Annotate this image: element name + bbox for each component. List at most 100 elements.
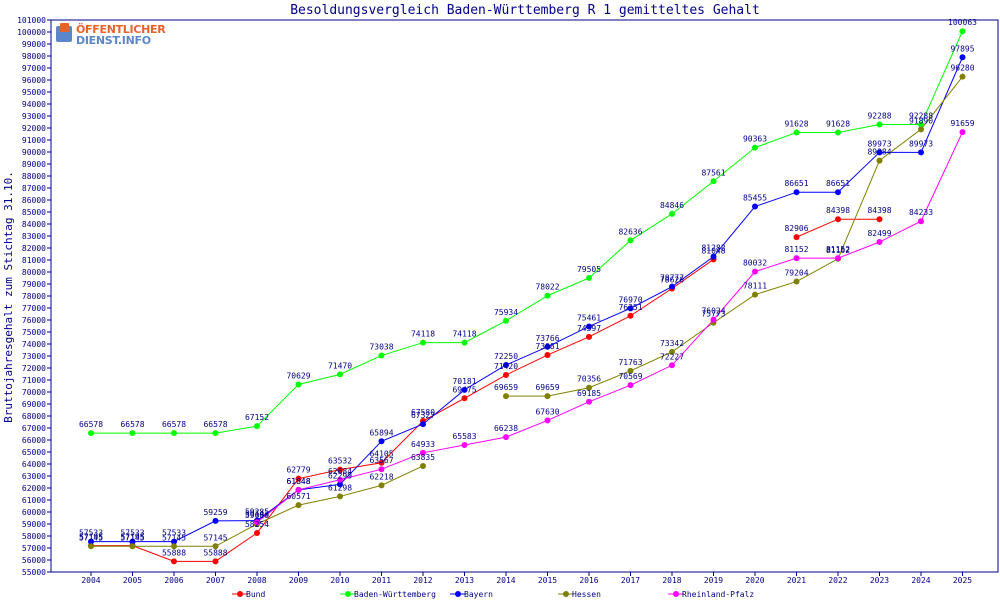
data-point (295, 502, 302, 509)
data-label: 65894 (369, 428, 393, 437)
data-point (669, 283, 675, 290)
x-tick-label: 2023 (870, 576, 889, 585)
y-tick-label: 68000 (22, 412, 46, 421)
data-point (378, 438, 385, 445)
data-label: 57195 (120, 533, 144, 542)
data-label: 58254 (245, 520, 269, 529)
x-axis-ticks: 2004 2005 2006 2007 2008 2009 2010 2011 2012 2013… (81, 572, 972, 585)
data-point (212, 517, 219, 524)
data-label: 57195 (79, 533, 103, 542)
data-label: 70569 (618, 372, 642, 381)
data-point (669, 348, 675, 355)
data-label: 81152 (784, 245, 808, 254)
y-tick-label: 92000 (22, 124, 46, 133)
data-label: 57533 (162, 529, 186, 538)
data-point (793, 278, 800, 285)
data-point (420, 462, 426, 469)
data-label: 66578 (162, 420, 186, 429)
data-point (420, 449, 426, 456)
y-axis-label: Bruttojahresgehalt zum Stichtag 31.10. (2, 171, 15, 423)
data-label: 74118 (411, 330, 435, 339)
data-point (544, 292, 551, 299)
data-point (295, 381, 302, 388)
data-point (503, 434, 509, 441)
data-label: 57145 (120, 533, 144, 542)
data-point (461, 442, 468, 449)
data-point (835, 255, 841, 262)
y-tick-label: 60000 (22, 508, 46, 517)
data-label: 81282 (701, 244, 725, 253)
y-tick-label: 82000 (22, 244, 46, 253)
series-line (256, 131, 963, 523)
x-tick-label: 2012 (413, 576, 432, 585)
data-label: 61848 (286, 477, 310, 486)
y-tick-label: 78000 (22, 292, 46, 301)
y-axis-ticks: 55000 56000 57000 58000 59000 60000 61000 62000… (17, 16, 51, 577)
data-point (876, 216, 883, 223)
data-label: 76351 (618, 303, 642, 312)
legend-label: Bayern (464, 590, 493, 599)
chart-title: Besoldungsvergleich Baden-Württemberg R … (290, 3, 760, 18)
series-lines (91, 31, 963, 562)
data-label: 75934 (494, 308, 518, 317)
x-tick-label: 2021 (787, 576, 806, 585)
y-tick-label: 67000 (22, 424, 46, 433)
data-point (586, 274, 592, 281)
data-label: 70629 (286, 371, 310, 380)
y-tick-label: 81000 (22, 256, 46, 265)
data-point (918, 126, 924, 133)
y-tick-label: 93000 (22, 112, 46, 121)
data-label: 57533 (79, 529, 103, 538)
x-tick-label: 2005 (123, 576, 142, 585)
data-point (337, 481, 343, 488)
data-label: 65583 (452, 432, 476, 441)
data-point (835, 189, 841, 196)
data-label: 60571 (286, 492, 310, 501)
y-tick-label: 56000 (22, 556, 46, 565)
data-point (129, 538, 136, 545)
x-tick-label: 2007 (206, 576, 225, 585)
y-tick-label: 65000 (22, 448, 46, 457)
legend: Bund Baden-Württemberg Bayern Hessen Rheinla… (232, 590, 754, 599)
x-tick-label: 2013 (455, 576, 474, 585)
y-tick-label: 74000 (22, 340, 46, 349)
y-tick-label: 99000 (22, 40, 46, 49)
x-tick-label: 2016 (579, 576, 598, 585)
data-label: 86651 (826, 179, 850, 188)
data-point (627, 382, 634, 389)
data-label: 67327 (411, 411, 435, 420)
data-point (420, 339, 426, 346)
y-tick-label: 61000 (22, 496, 46, 505)
y-tick-label: 96000 (22, 76, 46, 85)
data-point (544, 343, 551, 350)
logo-icon (56, 23, 72, 42)
y-tick-label: 98000 (22, 52, 46, 61)
data-label: 89973 (909, 139, 933, 148)
data-point (627, 312, 634, 319)
data-label: 57145 (203, 533, 227, 542)
data-point (793, 129, 800, 136)
data-point (88, 538, 94, 545)
data-label: 84846 (660, 201, 684, 210)
data-label: 73766 (535, 334, 559, 343)
data-point (378, 482, 385, 489)
data-point (959, 129, 966, 136)
data-point (88, 543, 94, 550)
data-label: 97895 (950, 44, 974, 53)
data-point (461, 386, 468, 393)
data-label: 64933 (411, 440, 435, 449)
data-label: 57533 (120, 529, 144, 538)
x-tick-label: 2018 (662, 576, 681, 585)
data-point (959, 54, 966, 61)
data-label: 62684 (328, 467, 352, 476)
data-point (710, 253, 717, 260)
y-tick-label: 95000 (22, 88, 46, 97)
data-label: 62218 (369, 472, 393, 481)
data-label: 91659 (950, 119, 974, 128)
data-label: 59259 (203, 508, 227, 517)
data-label: 92288 (867, 112, 891, 121)
data-label: 70181 (452, 377, 476, 386)
data-point (586, 323, 592, 330)
series-line (91, 259, 714, 562)
